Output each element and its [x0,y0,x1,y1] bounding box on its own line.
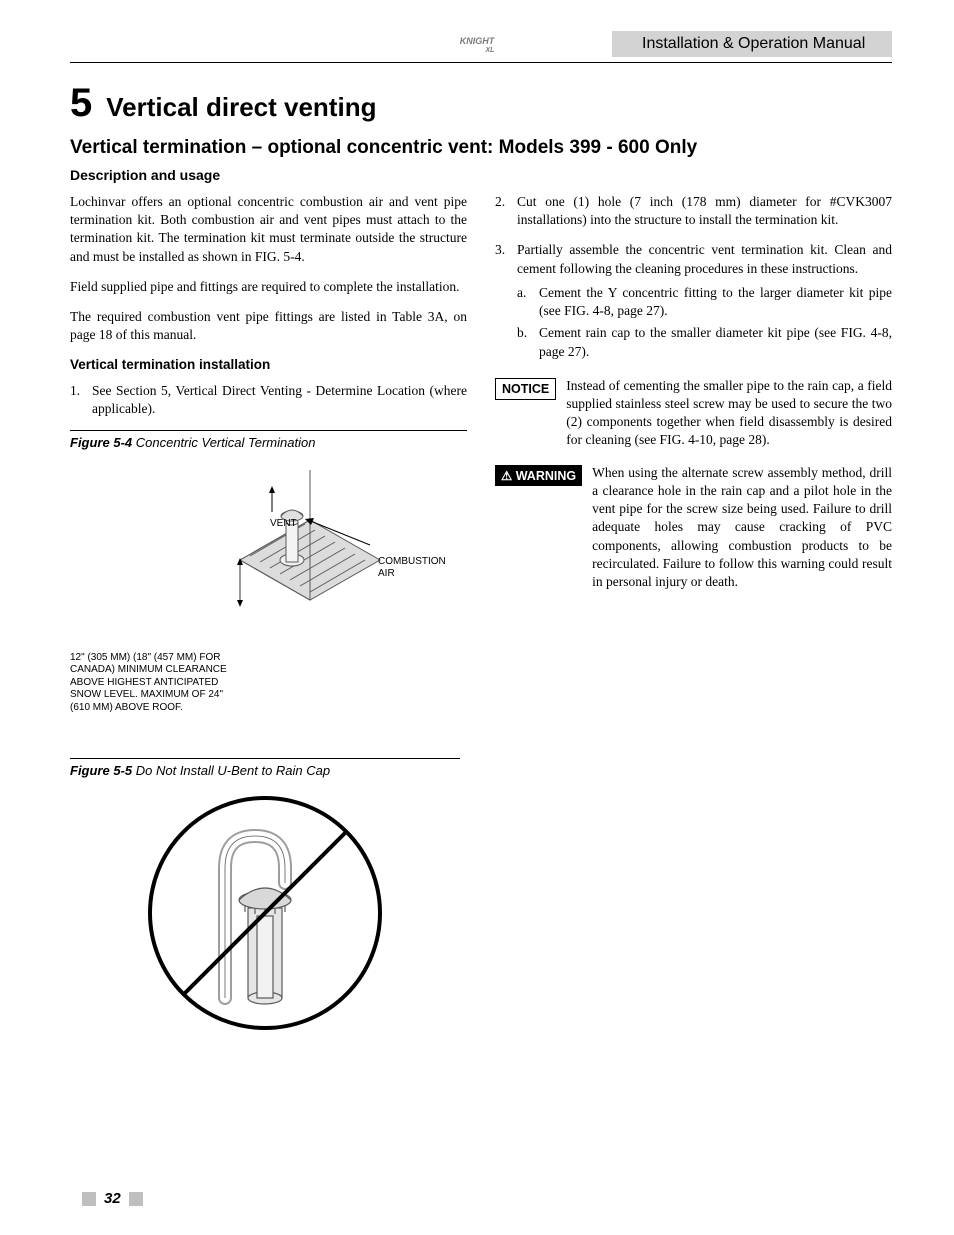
page-number-box-right [129,1192,143,1206]
do-not-install-diagram [140,788,390,1038]
fig54-combair-label: COMBUSTION AIR [378,556,446,580]
step-3: 3. Partially assemble the concentric ven… [495,241,892,364]
figure-5-4: VENT COMBUSTION AIR 12" (305 MM) (18" (4… [70,460,460,730]
step-3a: a. Cement the Y concentric fitting to th… [517,284,892,320]
step-1: 1. See Section 5, Vertical Direct Ventin… [70,382,467,418]
section-number: 5 [70,83,92,123]
section-heading: 5 Vertical direct venting [70,83,892,123]
header-rule [70,62,892,63]
step-3b-num: b. [517,324,539,360]
step-3b: b. Cement rain cap to the smaller diamet… [517,324,892,360]
svg-text:KNIGHT: KNIGHT [460,36,496,46]
notice-label: NOTICE [495,378,556,400]
step-3a-num: a. [517,284,539,320]
warning-text: When using the alternate screw assembly … [592,464,892,592]
step-1-text: See Section 5, Vertical Direct Venting -… [92,382,467,418]
section-title: Vertical direct venting [106,92,376,123]
manual-title: Installation & Operation Manual [612,31,892,57]
header-bar: KNIGHT XL Installation & Operation Manua… [70,30,892,58]
step-3-text: Partially assemble the concentric vent t… [517,241,892,364]
svg-text:XL: XL [485,47,495,54]
intro-p2: Field supplied pipe and fittings are req… [70,278,467,296]
step-1-num: 1. [70,382,92,418]
step-2-text: Cut one (1) hole (7 inch (178 mm) diamet… [517,193,892,229]
page-number: 32 [82,1190,143,1207]
step-2: 2. Cut one (1) hole (7 inch (178 mm) dia… [495,193,892,229]
fig55-caption: Figure 5-5 Do Not Install U-Bent to Rain… [70,758,460,778]
step-3-num: 3. [495,241,517,364]
intro-p1: Lochinvar offers an optional concentric … [70,193,467,266]
install-heading: Vertical termination installation [70,357,467,372]
fig54-clearance-note: 12" (305 MM) (18" (457 MM) FOR CANADA) M… [70,652,240,715]
right-column: 2. Cut one (1) hole (7 inch (178 mm) dia… [495,193,892,1038]
figure-5-5: Figure 5-5 Do Not Install U-Bent to Rain… [70,758,460,1038]
fig54-vent-label: VENT [270,518,297,529]
step-3b-text: Cement rain cap to the smaller diameter … [539,324,892,360]
step-3a-text: Cement the Y concentric fitting to the l… [539,284,892,320]
page-number-value: 32 [104,1190,121,1207]
step-2-num: 2. [495,193,517,229]
intro-p3: The required combustion vent pipe fittin… [70,308,467,344]
notice-text: Instead of cementing the smaller pipe to… [566,377,892,450]
fig54-caption: Figure 5-4 Concentric Vertical Terminati… [70,430,467,450]
fig54-label: Figure 5-4 [70,435,132,450]
notice-callout: NOTICE Instead of cementing the smaller … [495,377,892,450]
fig55-label: Figure 5-5 [70,763,132,778]
subsection-heading: Vertical termination – optional concentr… [70,137,892,159]
warning-callout: ⚠ WARNING When using the alternate screw… [495,464,892,592]
warning-icon: ⚠ [501,469,512,483]
subsub-heading: Description and usage [70,167,892,183]
left-column: Lochinvar offers an optional concentric … [70,193,467,1038]
warning-label: ⚠ WARNING [495,465,582,486]
brand-logo: KNIGHT XL [442,30,512,59]
page-number-box-left [82,1192,96,1206]
fig55-desc: Do Not Install U-Bent to Rain Cap [136,763,330,778]
